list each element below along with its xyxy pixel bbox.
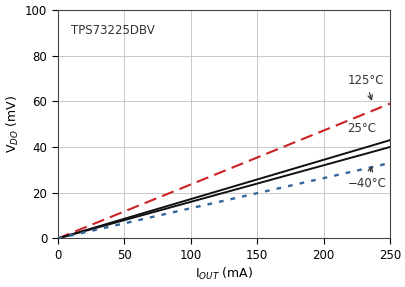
- Y-axis label: V$_{DO}$ (mV): V$_{DO}$ (mV): [5, 95, 21, 153]
- Text: 25°C: 25°C: [347, 122, 375, 135]
- Text: 125°C: 125°C: [347, 74, 383, 100]
- X-axis label: I$_{OUT}$ (mA): I$_{OUT}$ (mA): [194, 266, 252, 282]
- Text: −40°C: −40°C: [347, 167, 386, 190]
- Text: TPS73225DBV: TPS73225DBV: [71, 24, 154, 36]
